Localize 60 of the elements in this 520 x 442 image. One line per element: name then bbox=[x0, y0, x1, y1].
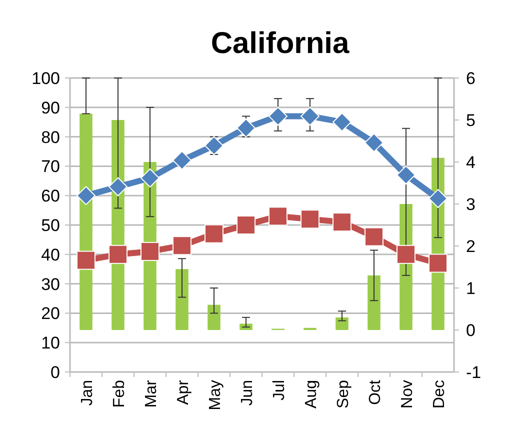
y-tick-label: 20 bbox=[41, 304, 60, 324]
point bbox=[76, 250, 96, 270]
y2-tick-label: -1 bbox=[466, 362, 482, 382]
x-tick-label: Jul bbox=[271, 380, 288, 400]
point bbox=[236, 216, 256, 234]
bar bbox=[368, 275, 380, 330]
y2-tick-label: 4 bbox=[466, 152, 476, 172]
point bbox=[396, 244, 416, 264]
point bbox=[140, 168, 160, 188]
x-tick-label: Jan bbox=[79, 380, 96, 406]
y2-tick-label: 2 bbox=[466, 236, 476, 256]
x-tick-label: Sep bbox=[335, 380, 352, 408]
point bbox=[204, 136, 224, 156]
y2-tick-label: 1 bbox=[466, 278, 476, 298]
point bbox=[108, 177, 128, 196]
point bbox=[204, 224, 224, 244]
x-tick-label: Nov bbox=[399, 380, 416, 408]
y-tick-label: 80 bbox=[41, 128, 60, 147]
x-tick-label: Oct bbox=[367, 379, 384, 405]
point bbox=[364, 133, 384, 152]
y2-tick-label: 6 bbox=[466, 68, 476, 88]
point bbox=[268, 106, 288, 126]
chart-title: California bbox=[210, 27, 350, 60]
point bbox=[364, 227, 384, 246]
bar bbox=[208, 304, 220, 330]
y-tick-label: 0 bbox=[50, 362, 60, 382]
x-tick-label: Mar bbox=[143, 379, 160, 408]
x-tick-label: Dec bbox=[431, 380, 448, 408]
point bbox=[332, 212, 352, 232]
x-tick-label: Apr bbox=[175, 379, 192, 405]
point bbox=[396, 166, 416, 185]
x-tick-label: Aug bbox=[303, 380, 320, 408]
y2-tick-label: 5 bbox=[466, 110, 476, 130]
y-tick-label: 60 bbox=[41, 186, 60, 206]
y-tick-label: 70 bbox=[41, 157, 60, 176]
point bbox=[268, 206, 288, 226]
point bbox=[300, 106, 320, 126]
y2-tick-label: 3 bbox=[466, 194, 476, 214]
point bbox=[236, 118, 256, 138]
point bbox=[300, 210, 320, 229]
y-tick-label: 40 bbox=[41, 245, 60, 264]
y-tick-label: 90 bbox=[41, 98, 60, 118]
point bbox=[428, 254, 448, 273]
x-tick-label: Feb bbox=[111, 380, 128, 408]
y-tick-label: 30 bbox=[41, 274, 60, 294]
point bbox=[76, 186, 96, 206]
y-tick-label: 100 bbox=[32, 68, 60, 88]
bar bbox=[176, 269, 188, 330]
point bbox=[108, 244, 128, 264]
point bbox=[140, 242, 160, 261]
y2-tick-label: 0 bbox=[466, 320, 476, 340]
point bbox=[172, 150, 192, 170]
y-tick-label: 10 bbox=[41, 334, 60, 353]
bar bbox=[336, 317, 348, 330]
point bbox=[428, 189, 448, 208]
x-tick-label: Jun bbox=[239, 380, 256, 406]
point bbox=[172, 236, 192, 256]
y-tick-label: 50 bbox=[41, 216, 60, 235]
x-tick-label: May bbox=[207, 380, 224, 410]
point bbox=[332, 112, 352, 132]
